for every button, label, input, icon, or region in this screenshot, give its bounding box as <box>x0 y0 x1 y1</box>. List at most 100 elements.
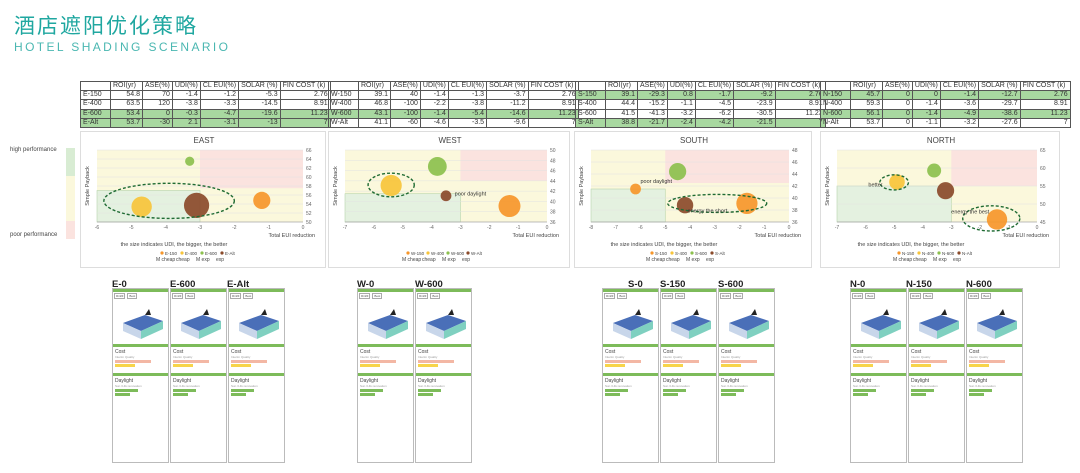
panel-tab[interactable]: Best <box>981 293 992 299</box>
panel-tab[interactable]: Best <box>127 293 138 299</box>
table-row: W-Alt 41.1 -60 -4.6 -3.5 -9.6 7 <box>328 117 579 128</box>
table-cell: -9.2 <box>733 90 776 101</box>
panel-tab[interactable]: Rinfill <box>359 293 371 299</box>
panel-tab[interactable]: Best <box>185 293 196 299</box>
x-axis-label: Total EUI reduction <box>513 233 559 239</box>
size-note: the size indicates UDI, the bigger, the … <box>858 242 965 248</box>
table-cell: -100 <box>390 99 421 110</box>
table-cell: -9.6 <box>486 117 529 128</box>
column-header: ASE(%) <box>390 80 421 92</box>
chart-title: EAST <box>194 136 215 145</box>
building-side <box>671 323 689 339</box>
panel-tab[interactable]: Rinfill <box>852 293 864 299</box>
building-model <box>919 309 959 339</box>
scenario-panel: Rinfill Best Cost Interim Quality Daylight Su… <box>112 288 169 463</box>
table-cell: 41.5 <box>605 108 638 119</box>
highlight-ellipse <box>667 193 768 214</box>
table-cell: 39.1 <box>605 90 638 101</box>
table-cell: -2.2 <box>419 99 449 110</box>
cost-heading: Cost <box>418 349 429 355</box>
table-cell: 54.8 <box>110 90 143 101</box>
table-header-row: ROI(yr) ASE(%) UDI(%) CL EUI(%) SOLAR (%) FIN… <box>80 80 331 92</box>
column-header: SOLAR (%) <box>733 80 776 92</box>
table-cell: -6.2 <box>694 108 735 119</box>
building-roof <box>123 315 163 331</box>
x-tick-label: -4 <box>920 225 925 231</box>
building-front <box>937 321 959 339</box>
building-side <box>861 323 879 339</box>
x-tick-label: -2 <box>487 225 492 231</box>
cost-bar <box>115 364 136 367</box>
bubble-s-600 <box>736 192 758 214</box>
legend-marker <box>897 251 901 255</box>
panel-tab[interactable]: Best <box>865 293 876 299</box>
cost-subheading: Interim Quality <box>911 355 931 359</box>
scenario-panel: Rinfill Best Cost Interim Quality Daylight Su… <box>228 288 285 463</box>
column-header <box>820 80 851 92</box>
cost-heading: Cost <box>663 349 674 355</box>
cost-subheading: Interim Quality <box>663 355 683 359</box>
table-cell: -1.1 <box>666 99 696 110</box>
table-cell: 8.91 <box>774 99 826 110</box>
table-cell: -0.3 <box>171 108 201 119</box>
bubble-n-400 <box>927 163 942 178</box>
panel-tab[interactable]: Rinfill <box>114 293 126 299</box>
x-tick-label: 0 <box>546 225 549 231</box>
cost-bar <box>173 360 209 363</box>
legend-label: N-600 <box>942 251 955 256</box>
cost-bar <box>969 360 1005 363</box>
panel-tab[interactable]: Best <box>675 293 686 299</box>
building-roof <box>613 315 653 331</box>
table-cell: -3.1 <box>199 117 240 128</box>
panel-tab[interactable]: Best <box>372 293 383 299</box>
table-row: W-400 46.8 -100 -2.2 -3.8 -11.2 8.91 <box>328 99 579 110</box>
x-tick-label: -1 <box>762 225 767 231</box>
table-cell: -4.5 <box>694 99 735 110</box>
column-header: CL EUI(%) <box>939 80 980 92</box>
building-roof <box>671 315 711 331</box>
chart-title: NORTH <box>927 136 956 145</box>
panel-tab[interactable]: Rinfill <box>417 293 429 299</box>
column-header: UDI(%) <box>911 80 941 92</box>
performance-legend: high performance poor performance <box>8 145 78 240</box>
building-model <box>613 309 653 339</box>
building-front <box>257 321 279 339</box>
panel-tab[interactable]: Best <box>430 293 441 299</box>
table-cell: 40 <box>390 90 421 101</box>
annotation: energy the short… <box>688 208 733 214</box>
table-row: S-150 39.1 -29.3 0.8 -1.7 -9.2 2.76 <box>575 90 826 101</box>
panel-tab[interactable]: Rinfill <box>662 293 674 299</box>
column-header: ROI(yr) <box>110 80 143 92</box>
table-row: N-600 56.1 0 -1.4 -4.9 -38.6 11.23 <box>820 108 1071 119</box>
panel-header: Rinfill Best <box>229 292 284 299</box>
panel-tab[interactable]: Rinfill <box>230 293 242 299</box>
table-cell: -3.6 <box>939 99 980 110</box>
scenario-label: S-150 <box>660 279 686 290</box>
table-cell: 53.7 <box>110 117 143 128</box>
building-side <box>613 323 631 339</box>
table-header-row: ROI(yr) ASE(%) UDI(%) CL EUI(%) SOLAR (%) FIN… <box>820 80 1071 92</box>
x-tick-label: -7 <box>614 225 619 231</box>
panel-tab[interactable]: Rinfill <box>968 293 980 299</box>
row-label: N-600 <box>820 108 851 119</box>
daylight-bar <box>969 393 985 396</box>
column-header: UDI(%) <box>171 80 201 92</box>
scenario-panel: Rinfill Best Cost Interim Quality Daylight Su… <box>170 288 227 463</box>
table-cell: 46.8 <box>358 99 391 110</box>
panel-tab[interactable]: Rinfill <box>910 293 922 299</box>
daylight-heading: Daylight <box>418 378 437 384</box>
building-thumbnail <box>911 299 962 341</box>
building-thumbnail <box>853 299 904 341</box>
y-tick-label: 60 <box>306 175 312 181</box>
cost-bar <box>853 364 874 367</box>
column-header: ASE(%) <box>637 80 668 92</box>
panel-tab[interactable]: Best <box>733 293 744 299</box>
panel-tab[interactable]: Best <box>923 293 934 299</box>
scenario-panel: Rinfill Best Cost Interim Quality Daylight Su… <box>660 288 717 463</box>
panel-tab[interactable]: Rinfill <box>604 293 616 299</box>
panel-tab[interactable]: Best <box>617 293 628 299</box>
building-thumbnail <box>418 299 469 341</box>
panel-tab[interactable]: Best <box>243 293 254 299</box>
panel-tab[interactable]: Rinfill <box>172 293 184 299</box>
panel-tab[interactable]: Rinfill <box>720 293 732 299</box>
